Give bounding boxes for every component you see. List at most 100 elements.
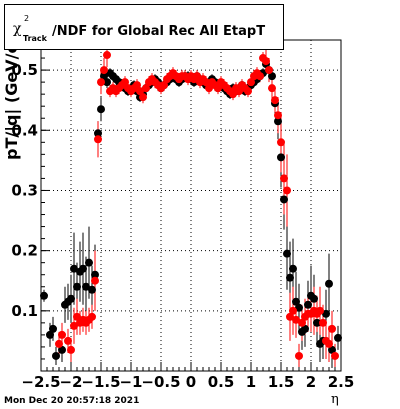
data-point-red bbox=[298, 318, 306, 327]
data-point-red bbox=[88, 312, 96, 321]
data-point-black bbox=[97, 105, 105, 114]
data-point-red bbox=[325, 339, 333, 348]
data-point-red bbox=[94, 135, 102, 144]
data-point-red bbox=[202, 78, 210, 87]
data-point-red bbox=[133, 81, 141, 90]
data-point-black bbox=[304, 300, 312, 309]
y-tick-label: 0.2 bbox=[11, 242, 38, 260]
data-point-black bbox=[40, 291, 48, 300]
chart-title: /NDF for Global Rec All EtapT bbox=[52, 24, 266, 39]
data-point-black bbox=[79, 264, 87, 273]
data-point-red bbox=[265, 66, 273, 75]
data-point-black bbox=[283, 249, 291, 258]
data-point-black bbox=[88, 285, 96, 294]
data-point-red bbox=[289, 306, 297, 315]
x-tick-label: 2 bbox=[306, 373, 316, 391]
data-point-red bbox=[292, 315, 300, 324]
data-point-black bbox=[67, 294, 75, 303]
y-tick-label: 0.1 bbox=[11, 302, 38, 320]
data-point-red bbox=[103, 51, 111, 60]
data-point-red bbox=[214, 84, 222, 93]
data-point-black bbox=[328, 345, 336, 354]
data-point-black bbox=[94, 129, 102, 138]
data-point-red bbox=[193, 72, 201, 81]
data-point-red bbox=[277, 138, 285, 147]
data-point-black bbox=[334, 333, 342, 342]
data-point-red bbox=[100, 66, 108, 75]
data-point-red bbox=[91, 276, 99, 285]
data-point-red bbox=[229, 90, 237, 99]
data-point-red bbox=[328, 324, 336, 333]
data-point-black bbox=[280, 195, 288, 204]
data-point-black bbox=[103, 78, 111, 87]
x-tick-label: 1 bbox=[246, 373, 256, 391]
data-point-black bbox=[52, 351, 60, 360]
data-point-red bbox=[64, 336, 72, 345]
data-point-red bbox=[67, 345, 75, 354]
data-point-red bbox=[136, 87, 144, 96]
x-tick-label: −1.5 bbox=[81, 373, 120, 391]
data-point-black bbox=[325, 279, 333, 288]
title-superscript: 2 bbox=[24, 14, 30, 23]
x-tick-label: 0 bbox=[186, 373, 196, 391]
data-point-black bbox=[313, 318, 321, 327]
data-point-black bbox=[85, 258, 93, 267]
data-point-red bbox=[247, 78, 255, 87]
data-point-red bbox=[142, 84, 150, 93]
data-point-black bbox=[73, 282, 81, 291]
data-point-red bbox=[274, 111, 282, 120]
x-tick-label: −1 bbox=[119, 373, 142, 391]
data-point-red bbox=[139, 93, 147, 102]
x-tick-label: −0.5 bbox=[141, 373, 180, 391]
data-point-red bbox=[205, 84, 213, 93]
data-point-black bbox=[286, 273, 294, 282]
data-point-red bbox=[58, 330, 66, 339]
data-point-black bbox=[268, 72, 276, 81]
data-point-red bbox=[280, 174, 288, 183]
data-point-red bbox=[244, 87, 252, 96]
title-chi-symbol: χ bbox=[13, 21, 22, 37]
data-point-black bbox=[91, 270, 99, 279]
data-point-red bbox=[121, 78, 129, 87]
data-point-red bbox=[262, 57, 270, 66]
title-subscript: Track bbox=[23, 34, 47, 43]
data-point-red bbox=[55, 339, 63, 348]
data-point-red bbox=[70, 321, 78, 330]
data-point-black bbox=[295, 303, 303, 312]
data-point-red bbox=[256, 72, 264, 81]
data-point-black bbox=[46, 330, 54, 339]
chart-title-box: χ 2 Track /NDF for Global Rec All EtapT bbox=[4, 4, 284, 50]
data-point-black bbox=[100, 72, 108, 81]
data-point-black bbox=[82, 282, 90, 291]
data-point-red bbox=[295, 351, 303, 360]
data-point-red bbox=[235, 87, 243, 96]
data-point-red bbox=[286, 312, 294, 321]
data-point-red bbox=[316, 306, 324, 315]
data-point-black bbox=[274, 117, 282, 126]
y-tick-label: 0.5 bbox=[11, 61, 38, 79]
data-point-black bbox=[49, 324, 57, 333]
data-point-red bbox=[160, 81, 168, 90]
plot-axes: −2.5−2−1.5−1−0.5 0 0.5 1 1.5 2 2.5 0.1 0.2 0.3 0.4… bbox=[11, 45, 355, 391]
data-point-black bbox=[292, 297, 300, 306]
x-tick-label: −2.5 bbox=[21, 373, 60, 391]
data-point-red bbox=[73, 312, 81, 321]
data-point-black bbox=[277, 153, 285, 162]
data-points bbox=[40, 51, 342, 360]
data-point-red bbox=[319, 318, 327, 327]
x-axis-label: η bbox=[331, 392, 339, 407]
data-point-black bbox=[70, 264, 78, 273]
data-point-black bbox=[301, 324, 309, 333]
x-tick-label: 0.5 bbox=[208, 373, 235, 391]
data-point-red bbox=[97, 78, 105, 87]
data-point-black bbox=[289, 264, 297, 273]
timestamp: Mon Dec 20 20:57:18 2021 bbox=[4, 396, 140, 406]
data-point-red bbox=[271, 96, 279, 105]
data-point-red bbox=[268, 84, 276, 93]
x-tick-label: −2 bbox=[59, 373, 82, 391]
x-tick-label: 2.5 bbox=[328, 373, 355, 391]
data-point-black bbox=[322, 309, 330, 318]
y-tick-label: 0.4 bbox=[11, 121, 38, 139]
data-point-black bbox=[310, 294, 318, 303]
